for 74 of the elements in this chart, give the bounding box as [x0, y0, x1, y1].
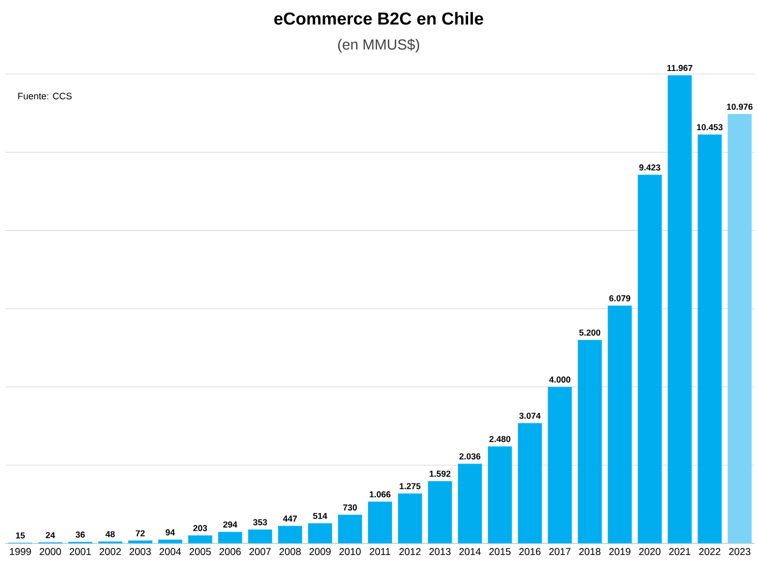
bar: [578, 340, 602, 544]
x-tick-label: 2014: [459, 548, 481, 556]
bar: [548, 386, 572, 544]
bar: [458, 464, 482, 544]
data-label: 1.275: [400, 483, 421, 490]
x-tick-label: 2003: [130, 548, 151, 556]
data-label: 10.453: [697, 124, 723, 130]
bar: [278, 526, 302, 544]
x-tick-label: 2017: [549, 548, 570, 556]
x-tick-label: 2020: [639, 548, 660, 556]
x-tick-label: 2019: [609, 548, 630, 556]
annotation: Fuente: CCS: [18, 92, 72, 100]
data-label: 730: [343, 504, 357, 511]
x-tick-label: 2023: [729, 548, 750, 556]
data-label: 447: [283, 516, 297, 522]
data-label: 294: [223, 521, 238, 528]
x-tick-label: 2011: [370, 548, 390, 556]
data-label: 24: [46, 532, 56, 538]
bar: [398, 493, 422, 544]
x-tick-label: 2022: [699, 548, 720, 556]
x-tick-label: 2012: [399, 548, 421, 556]
data-label: 1.592: [430, 470, 450, 477]
bar: [368, 502, 392, 544]
x-tick-label: 2000: [40, 548, 61, 556]
data-label: 9.423: [639, 164, 660, 171]
data-label: 3.074: [519, 412, 541, 419]
data-label: 6.079: [609, 295, 630, 302]
data-label: 5.200: [579, 330, 600, 336]
data-label: 36: [76, 532, 85, 538]
data-label: 15: [16, 532, 25, 538]
bar: [428, 481, 452, 544]
bar: [608, 306, 632, 544]
x-tick-label: 2010: [339, 548, 361, 556]
x-tick-label: 2016: [519, 548, 541, 556]
x-tick-label: 2009: [309, 548, 331, 556]
x-tick-label: 1999: [10, 548, 31, 556]
x-tick-label: 2021: [669, 548, 690, 556]
data-label: 48: [106, 531, 115, 538]
bar: [518, 423, 542, 544]
x-tick-label: 2002: [100, 548, 121, 556]
bar: [668, 75, 692, 544]
bar: [308, 523, 332, 544]
data-label: 203: [193, 525, 208, 532]
x-tick-label: 2001: [70, 548, 91, 556]
x-tick-label: 2008: [280, 548, 301, 556]
bar: [158, 540, 182, 544]
data-label: 4.000: [549, 376, 570, 383]
bar: [188, 535, 212, 544]
x-tick-label: 2018: [579, 548, 600, 556]
x-tick-label: 2013: [429, 548, 451, 556]
x-tick-label: 2015: [489, 548, 511, 556]
bar: [338, 514, 362, 544]
chart-title: eCommerce B2C en Chile: [274, 12, 484, 25]
bar: [698, 134, 722, 544]
chart-subtitle: (en MMUS$): [338, 38, 420, 53]
x-tick-label: 2004: [160, 548, 181, 556]
data-label: 10.976: [727, 104, 753, 110]
bar: [638, 174, 662, 544]
data-label: 514: [313, 512, 328, 519]
data-label: 11.967: [667, 64, 692, 72]
data-label: 94: [166, 529, 175, 536]
bar: [128, 540, 152, 544]
data-label: 2.036: [459, 453, 480, 460]
bar: [728, 114, 752, 544]
x-tick-label: 2005: [190, 548, 211, 556]
data-label: 72: [136, 530, 145, 536]
bar: [488, 446, 512, 544]
data-label: 1.066: [370, 491, 390, 498]
bar: [218, 532, 242, 544]
bar: [248, 530, 272, 544]
x-tick-label: 2006: [220, 548, 241, 556]
data-label: 353: [253, 519, 267, 526]
data-label: 2.480: [489, 436, 510, 442]
x-tick-label: 2007: [250, 548, 271, 556]
